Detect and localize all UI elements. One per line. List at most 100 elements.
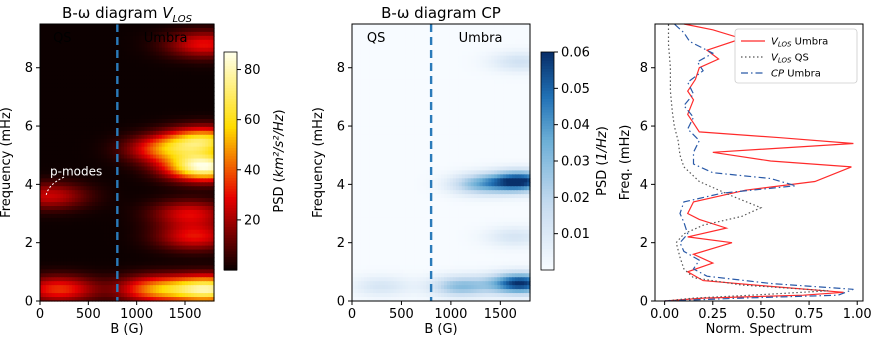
heatmap-cell bbox=[54, 297, 58, 302]
heatmap-cell bbox=[161, 51, 166, 57]
heatmap-cell bbox=[109, 158, 114, 164]
heatmap-cell bbox=[95, 67, 99, 73]
heatmap-cell bbox=[199, 75, 203, 80]
heatmap-cell bbox=[100, 229, 105, 235]
heatmap-cell bbox=[89, 138, 93, 144]
heatmap-cell bbox=[161, 83, 166, 88]
heatmap-cell bbox=[150, 35, 154, 41]
heatmap-cell bbox=[156, 233, 160, 239]
heatmap-cell bbox=[100, 253, 105, 259]
heatmap-cell bbox=[109, 221, 114, 227]
heatmap-cell bbox=[132, 265, 137, 270]
heatmap-cell bbox=[381, 39, 386, 45]
heatmap-cell bbox=[158, 281, 163, 286]
heatmap-cell bbox=[170, 269, 174, 274]
heatmap-cell bbox=[98, 126, 102, 132]
heatmap-cell bbox=[147, 194, 151, 199]
heatmap-cell bbox=[109, 63, 114, 69]
heatmap-cell bbox=[132, 217, 137, 223]
heatmap-cell bbox=[89, 202, 93, 207]
heatmap-cell bbox=[176, 285, 180, 290]
heatmap-cell bbox=[121, 122, 125, 128]
heatmap-cell bbox=[366, 35, 371, 41]
heatmap-cell bbox=[187, 273, 192, 278]
heatmap-cell bbox=[40, 190, 44, 195]
heatmap-cell bbox=[455, 55, 460, 61]
heatmap-cell bbox=[170, 35, 174, 41]
heatmap-cell bbox=[83, 83, 87, 88]
heatmap-cell bbox=[167, 83, 172, 88]
heatmap-cell bbox=[196, 47, 201, 53]
heatmap-cell bbox=[132, 115, 137, 120]
heatmap-cell bbox=[182, 43, 186, 49]
heatmap-cell bbox=[449, 55, 454, 61]
heatmap-cell bbox=[158, 67, 163, 73]
heatmap-cell bbox=[156, 198, 160, 203]
heatmap-cell bbox=[66, 99, 70, 104]
heatmap-cell bbox=[45, 170, 50, 175]
heatmap-cell bbox=[164, 269, 169, 274]
heatmap-cell bbox=[199, 198, 203, 203]
heatmap-cell bbox=[48, 138, 53, 144]
heatmap-cell bbox=[147, 51, 151, 57]
heatmap-cell bbox=[150, 103, 154, 108]
heatmap-cell bbox=[45, 245, 50, 251]
heatmap-cell bbox=[127, 130, 131, 136]
heatmap-cell bbox=[211, 162, 215, 168]
heatmap-cell bbox=[118, 289, 122, 294]
heatmap-cell bbox=[77, 297, 82, 302]
colorbar-segment bbox=[224, 212, 237, 217]
heatmap-cell bbox=[48, 186, 53, 191]
heatmap-cell bbox=[205, 138, 209, 144]
heatmap-cell bbox=[103, 198, 108, 203]
heatmap-cell bbox=[161, 43, 166, 49]
heatmap-cell bbox=[141, 190, 145, 195]
heatmap-cell bbox=[179, 170, 183, 175]
heatmap-cell bbox=[98, 186, 102, 191]
heatmap-cell bbox=[112, 24, 116, 29]
heatmap-cell bbox=[80, 150, 85, 156]
heatmap-cell bbox=[83, 107, 87, 112]
heatmap-cell bbox=[45, 118, 50, 124]
heatmap-cell bbox=[40, 182, 44, 187]
heatmap-cell bbox=[135, 59, 140, 65]
heatmap-cell bbox=[190, 297, 195, 302]
heatmap-cell bbox=[86, 277, 90, 282]
heatmap-cell bbox=[384, 47, 389, 53]
heatmap-cell bbox=[89, 265, 93, 270]
heatmap-cell bbox=[109, 55, 114, 61]
heatmap-cell bbox=[51, 217, 56, 223]
heatmap-cell bbox=[115, 225, 119, 231]
heatmap-cell bbox=[176, 126, 180, 132]
heatmap-cell bbox=[118, 111, 122, 116]
heatmap-cell bbox=[77, 182, 82, 187]
heatmap-cell bbox=[173, 138, 177, 144]
heatmap-cell bbox=[176, 154, 180, 160]
heatmap-cell bbox=[74, 249, 79, 255]
heatmap-cell bbox=[48, 253, 53, 259]
heatmap-cell bbox=[176, 265, 180, 270]
heatmap-cell bbox=[399, 51, 404, 57]
heatmap-cell bbox=[150, 297, 154, 302]
heatmap-cell bbox=[208, 67, 212, 73]
heatmap-cell bbox=[375, 35, 380, 41]
heatmap-cell bbox=[98, 249, 102, 255]
heatmap-cell bbox=[54, 217, 58, 223]
heatmap-cell bbox=[173, 43, 177, 49]
heatmap-cell bbox=[83, 162, 87, 168]
heatmap-cell bbox=[89, 67, 93, 73]
heatmap-cell bbox=[54, 261, 58, 266]
heatmap-cell bbox=[45, 47, 50, 53]
heatmap-cell bbox=[98, 209, 102, 215]
heatmap-cell bbox=[92, 273, 96, 278]
heatmap-cell bbox=[179, 257, 183, 263]
heatmap-cell bbox=[187, 115, 192, 120]
heatmap-cell bbox=[100, 289, 105, 294]
heatmap-cell bbox=[127, 134, 131, 140]
heatmap-cell bbox=[48, 182, 53, 187]
heatmap-cell bbox=[121, 194, 125, 199]
heatmap-cell bbox=[193, 182, 198, 187]
heatmap-cell bbox=[500, 35, 504, 41]
heatmap-cell bbox=[98, 79, 102, 84]
heatmap-cell bbox=[158, 75, 163, 80]
